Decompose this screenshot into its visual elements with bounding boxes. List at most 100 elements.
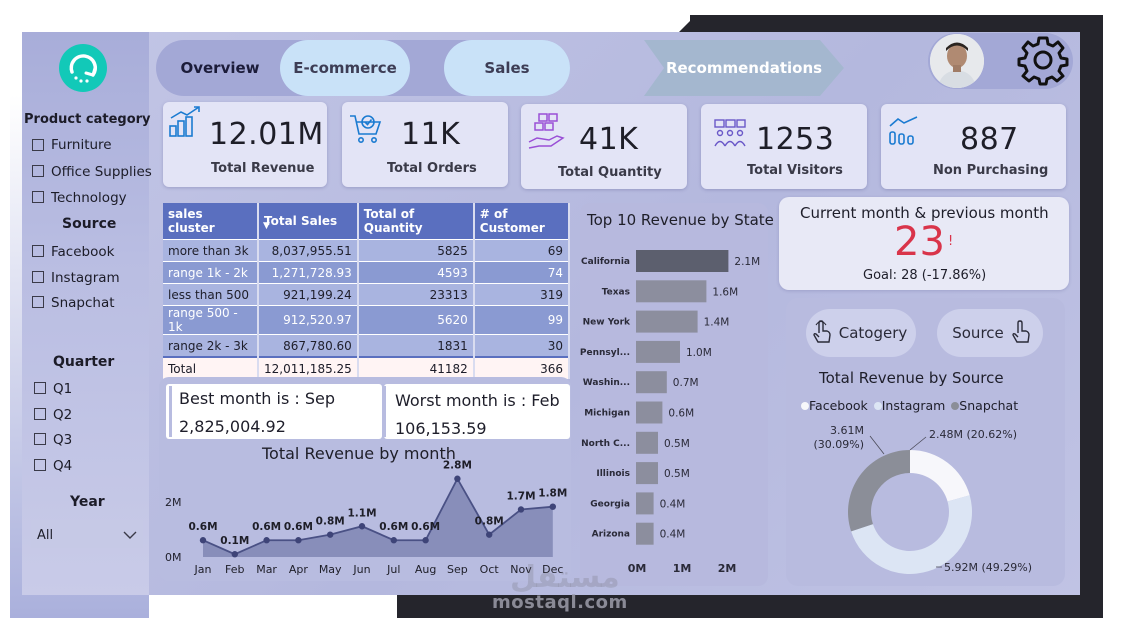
revenue-source-donut-chart: 2.48M (20.62%) 5.92M (49.29%) 3.61M(30.09%… [813,424,1032,574]
filter-label-furniture[interactable]: Furniture [51,137,112,153]
filter-label-snapchat[interactable]: Snapchat [51,295,115,311]
best-month-value: 2,825,004.92 [179,417,286,436]
filter-label-q3[interactable]: Q3 [53,432,73,448]
table-row[interactable]: range 1k - 2k 1,271,728.93 4593 74 [163,261,571,284]
filter-label-office-supplies[interactable]: Office Supplies [51,164,152,180]
filter-label-facebook[interactable]: Facebook [51,244,115,260]
state-bar [636,340,680,363]
data-label: 1.8M [538,488,567,500]
table-header-sales-cluster[interactable]: sales cluster [163,203,259,240]
data-point [486,531,493,538]
kpi-non-purchasing-value: 887 [960,122,1019,157]
x-tick-label: Oct [480,563,500,576]
monthly-chart-title: Total Revenue by month [262,444,456,463]
card-divider [383,386,386,437]
state-label: Pennsyl... [580,348,630,358]
category-button[interactable]: Catogery [806,309,916,357]
table-row[interactable]: more than 3k 8,037,955.51 5825 69 [163,239,571,262]
year-filter-title: Year [70,494,105,510]
checkbox-q1[interactable] [34,382,46,394]
product-category-title: Product category [24,112,151,127]
kpi-non-purchasing-label: Non Purchasing [933,163,1049,178]
kpi-total-orders-value: 11K [401,117,461,152]
cell-quantity: 5620 [357,305,475,335]
state-value-label: 0.5M [664,468,690,480]
source-legend: Facebook Instagram Snapchat [801,398,1018,413]
table-row[interactable]: range 500 - 1k 912,520.97 5620 99 [163,305,571,335]
worst-month-card [384,384,570,439]
checkbox-snapchat[interactable] [32,296,44,308]
cell-sales: 921,199.24 [258,283,359,306]
checkbox-q4[interactable] [34,459,46,471]
cell-total-label: Total [163,356,259,379]
filter-label-q2[interactable]: Q2 [53,407,73,423]
cell-cluster: range 1k - 2k [163,261,259,284]
checkbox-q3[interactable] [34,433,46,445]
cell-customers: 99 [473,305,571,335]
kpi-total-quantity-label: Total Quantity [558,165,662,180]
cell-cluster: more than 3k [163,239,259,262]
year-dropdown[interactable]: All [31,520,143,548]
data-point [295,537,302,544]
worst-month-value: 106,153.59 [395,419,487,438]
checkbox-instagram[interactable] [32,271,44,283]
data-point [390,537,397,544]
chevron-down-icon [123,531,137,539]
state-chart-title: Top 10 Revenue by State [587,211,774,229]
table-header-total-sales[interactable]: Total Sales ▼ [258,203,359,240]
legend-snapchat: Snapchat [959,398,1019,413]
data-label: 0.6M [284,521,313,533]
y-tick-0m: 0M [165,551,182,564]
state-bar [636,462,658,485]
filter-label-technology[interactable]: Technology [51,190,127,206]
sales-cluster-table: sales cluster Total Sales ▼ Total of Quan… [163,203,571,379]
table-header-customers[interactable]: # of Customer [473,203,571,240]
filter-label-q4[interactable]: Q4 [53,458,73,474]
settings-gear-icon[interactable] [1016,33,1070,87]
boxes-hand-icon [528,113,565,149]
table-row[interactable]: less than 500 921,199.24 23313 319 [163,283,571,306]
state-bar [636,401,663,424]
x-tick-label: 2M [718,562,737,575]
user-avatar[interactable] [930,34,984,88]
data-label: 1.7M [506,490,535,502]
x-tick-label: Jun [352,563,370,576]
kpi-total-revenue-label: Total Revenue [211,161,315,176]
state-value-label: 2.1M [734,256,760,268]
table-header-total-quantity[interactable]: Total of Quantity [357,203,475,240]
state-value-label: 1.6M [712,286,738,298]
kpi-total-quantity-value: 41K [579,122,639,157]
state-value-label: 1.4M [704,317,730,329]
checkbox-technology[interactable] [32,191,44,203]
nav-sales-button[interactable]: Sales [444,40,570,96]
checkbox-furniture[interactable] [32,139,44,151]
shopping-cart-icon [350,115,382,143]
x-tick-label: Sep [447,563,468,576]
data-point [327,531,334,538]
checkbox-q2[interactable] [34,408,46,420]
table-row[interactable]: range 2k - 3k 867,780.60 1831 30 [163,334,571,357]
nav-ecommerce-button[interactable]: E-commerce [280,40,410,96]
pointer-hand-icon [813,320,831,343]
cell-total-quantity: 41182 [357,356,475,379]
x-tick-label: Feb [225,563,244,576]
money-growth-icon [169,106,200,137]
nav-recommendations-button[interactable]: Recommendations [644,40,844,96]
state-value-label: 0.4M [660,529,686,541]
checkbox-facebook[interactable] [32,245,44,257]
data-label: 0.6M [188,521,217,533]
filter-label-instagram[interactable]: Instagram [51,270,120,286]
goal-label: Goal: 28 (-17.86%) [863,268,987,283]
data-point [263,537,270,544]
donut-slice-facebook [910,450,970,502]
source-button[interactable]: Source [937,309,1043,357]
checkbox-office-supplies[interactable] [32,165,44,177]
donut-value-label: 5.92M (49.29%) [944,561,1032,574]
source-button-label: Source [952,324,1004,342]
cell-cluster: less than 500 [163,283,259,306]
filter-label-q1[interactable]: Q1 [53,381,73,397]
state-label: Michigan [584,409,630,419]
legend-dot-instagram [873,402,882,410]
nav-overview-button[interactable]: Overview [180,59,260,77]
donut-slice-snapchat [848,450,910,532]
